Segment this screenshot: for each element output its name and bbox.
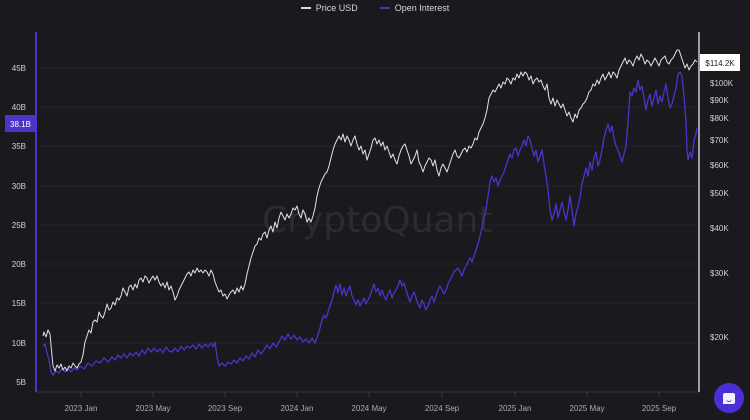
watermark: CryptoQuant: [262, 200, 492, 241]
open-interest-line[interactable]: [42, 71, 698, 376]
price-current-value: $114.2K: [705, 59, 735, 68]
y-tick-right: $50K: [710, 189, 729, 198]
y-tick-right: $30K: [710, 269, 729, 278]
y-tick: 45B: [12, 64, 26, 73]
x-tick: 2024 Jan: [281, 404, 314, 413]
legend-label: Open Interest: [394, 3, 450, 13]
x-tick: 2025 Jan: [499, 404, 532, 413]
x-tick: 2025 May: [569, 404, 604, 413]
y-tick: 35B: [12, 142, 26, 151]
y-tick: 5B: [16, 378, 26, 387]
chat-button[interactable]: [714, 383, 744, 413]
legend-item-price[interactable]: Price USD: [300, 3, 358, 13]
y-tick: 10B: [12, 339, 26, 348]
y-tick-right: $60K: [710, 161, 729, 170]
chart-legend: Price USD Open Interest: [0, 3, 750, 13]
right-axis-ticks: $100K $90K $80K $70K $60K $50K $40K $30K…: [710, 79, 734, 342]
y-tick: 15B: [12, 299, 26, 308]
y-tick: 20B: [12, 260, 26, 269]
y-tick-right: $100K: [710, 79, 734, 88]
x-axis-ticks: 2023 Jan 2023 May 2023 Sep 2024 Jan 2024…: [65, 392, 677, 413]
price-swatch: [300, 7, 311, 9]
y-tick-right: $20K: [710, 333, 729, 342]
oi-current-value: 38.1B: [10, 120, 31, 129]
price-line[interactable]: [42, 49, 698, 372]
y-tick-right: $80K: [710, 114, 729, 123]
legend-item-open-interest[interactable]: Open Interest: [379, 3, 450, 13]
x-tick: 2023 May: [135, 404, 170, 413]
x-tick: 2024 May: [351, 404, 386, 413]
chat-icon: [723, 392, 735, 404]
x-tick: 2023 Sep: [208, 404, 243, 413]
y-tick: 25B: [12, 221, 26, 230]
oi-current-badge: [5, 115, 36, 132]
y-tick: 40B: [12, 103, 26, 112]
gridlines: [36, 67, 699, 393]
price-current-badge: [700, 54, 740, 71]
legend-label: Price USD: [315, 3, 358, 13]
open-interest-swatch: [379, 7, 390, 9]
y-tick-right: $90K: [710, 96, 729, 105]
y-tick-right: $40K: [710, 224, 729, 233]
x-tick: 2025 Sep: [642, 404, 677, 413]
left-axis-ticks: 45B 40B 35B 30B 25B 20B 15B 10B 5B: [12, 64, 26, 387]
y-tick-right: $70K: [710, 136, 729, 145]
x-tick: 2024 Sep: [425, 404, 460, 413]
x-tick: 2023 Jan: [65, 404, 98, 413]
y-tick: 30B: [12, 182, 26, 191]
